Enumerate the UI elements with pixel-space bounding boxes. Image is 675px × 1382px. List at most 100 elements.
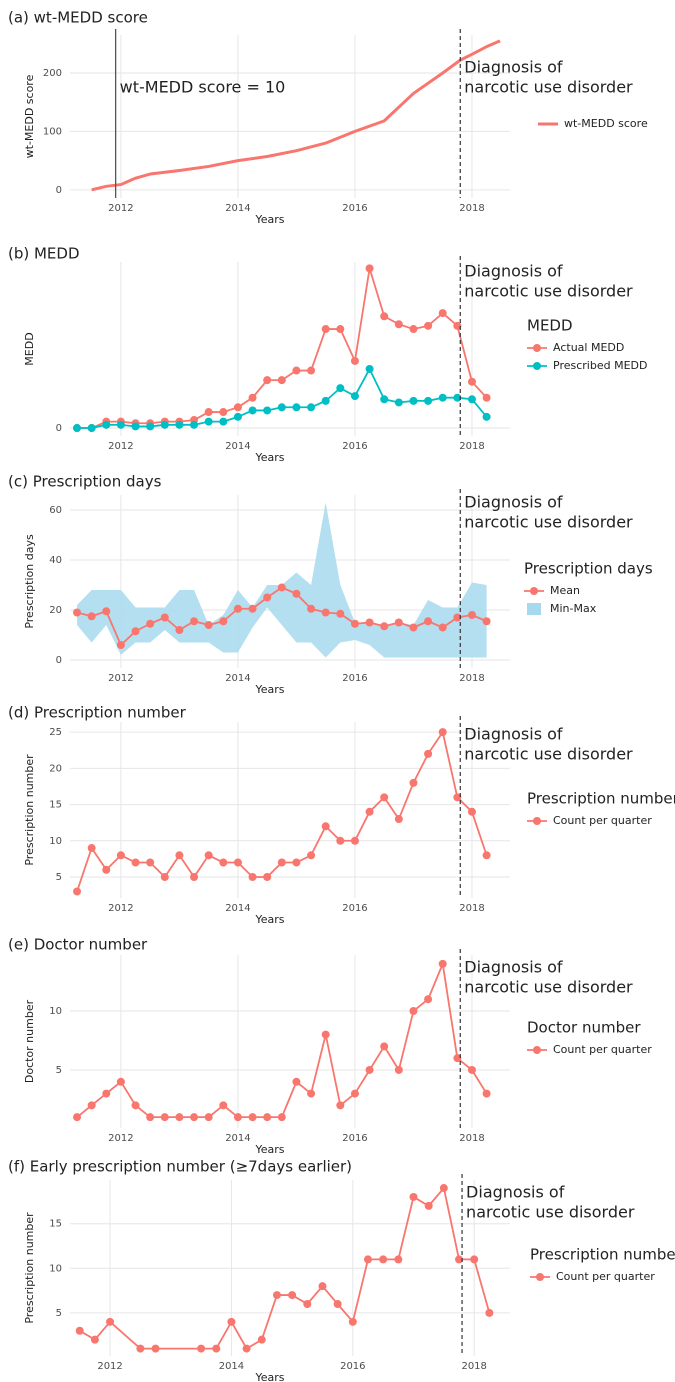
point bbox=[292, 403, 301, 412]
x-tick-label: 2018 bbox=[459, 441, 484, 452]
y-tick-label: 60 bbox=[49, 505, 62, 516]
y-tick-label: 15 bbox=[49, 1219, 62, 1230]
point bbox=[116, 851, 125, 860]
point bbox=[204, 621, 213, 629]
point bbox=[87, 1101, 96, 1110]
legend-label: Mean bbox=[550, 584, 580, 597]
legend-label: Count per quarter bbox=[553, 1043, 652, 1056]
point bbox=[453, 321, 462, 330]
point bbox=[438, 393, 447, 402]
legend-title: Prescription number bbox=[530, 1246, 675, 1264]
point bbox=[116, 420, 125, 429]
legend-swatch bbox=[533, 344, 541, 352]
point bbox=[131, 422, 140, 431]
point bbox=[424, 749, 433, 758]
x-tick-label: 2014 bbox=[225, 203, 250, 214]
annotation: Diagnosis of bbox=[464, 725, 563, 744]
point bbox=[394, 1255, 403, 1264]
y-tick-label: 10 bbox=[49, 1263, 62, 1274]
point bbox=[292, 1077, 301, 1086]
point bbox=[219, 417, 228, 426]
panel-title: (d) Prescription number bbox=[8, 704, 187, 722]
point bbox=[365, 618, 374, 627]
point bbox=[307, 366, 316, 375]
point bbox=[263, 872, 272, 881]
point bbox=[333, 1299, 342, 1308]
point bbox=[307, 1089, 316, 1098]
point bbox=[424, 396, 433, 405]
point bbox=[175, 851, 184, 860]
point bbox=[233, 403, 242, 412]
point bbox=[409, 396, 418, 405]
point bbox=[233, 604, 242, 613]
point bbox=[438, 728, 447, 737]
point bbox=[363, 1255, 372, 1264]
legend-swatch bbox=[533, 817, 541, 825]
point bbox=[151, 1344, 160, 1353]
point bbox=[453, 793, 462, 802]
point bbox=[409, 325, 418, 334]
x-tick-label: 2016 bbox=[342, 203, 367, 214]
x-tick-label: 2014 bbox=[225, 903, 250, 914]
y-tick-label: 200 bbox=[43, 68, 62, 79]
point bbox=[146, 422, 155, 431]
point bbox=[453, 1054, 462, 1063]
x-axis-label: Years bbox=[254, 913, 284, 926]
point bbox=[146, 619, 155, 628]
point bbox=[131, 627, 140, 636]
point bbox=[204, 851, 213, 860]
point bbox=[485, 1308, 494, 1317]
legend-swatch bbox=[536, 1273, 544, 1281]
point bbox=[394, 320, 403, 329]
point bbox=[219, 408, 228, 417]
point bbox=[438, 959, 447, 968]
annotation: Diagnosis of bbox=[466, 1183, 565, 1202]
x-tick-label: 2016 bbox=[342, 1133, 367, 1144]
point bbox=[90, 1335, 99, 1344]
y-tick-label: 15 bbox=[49, 800, 62, 811]
y-tick-label: 25 bbox=[49, 727, 62, 738]
point bbox=[439, 1184, 448, 1193]
point bbox=[292, 589, 301, 598]
point bbox=[307, 403, 316, 412]
point bbox=[336, 384, 345, 393]
point bbox=[160, 872, 169, 881]
x-axis-label: Years bbox=[254, 451, 284, 464]
annotation: Diagnosis of bbox=[464, 58, 563, 77]
point bbox=[175, 420, 184, 429]
point bbox=[394, 1065, 403, 1074]
x-tick-label: 2016 bbox=[342, 441, 367, 452]
point bbox=[409, 623, 418, 632]
point bbox=[336, 836, 345, 845]
x-axis-label: Years bbox=[254, 1371, 284, 1382]
point bbox=[350, 356, 359, 365]
point bbox=[175, 1113, 184, 1122]
point bbox=[365, 364, 374, 373]
legend-label: Count per quarter bbox=[556, 1270, 655, 1283]
x-tick-label: 2012 bbox=[108, 1133, 133, 1144]
x-axis-label: Years bbox=[254, 683, 284, 696]
y-tick-label: 5 bbox=[56, 1065, 62, 1076]
point bbox=[160, 420, 169, 429]
y-tick-label: 20 bbox=[49, 763, 62, 774]
point bbox=[470, 1255, 479, 1264]
point bbox=[292, 366, 301, 375]
point bbox=[248, 393, 257, 402]
x-tick-label: 2012 bbox=[97, 1361, 122, 1372]
legend-swatch bbox=[533, 1046, 541, 1054]
legend-title: MEDD bbox=[527, 317, 573, 335]
point bbox=[394, 815, 403, 824]
point bbox=[204, 408, 213, 417]
point bbox=[248, 406, 257, 415]
annotation: narcotic use disorder bbox=[464, 282, 633, 301]
x-tick-label: 2012 bbox=[108, 441, 133, 452]
point bbox=[482, 412, 491, 421]
point bbox=[233, 412, 242, 421]
point bbox=[102, 420, 111, 429]
point bbox=[263, 593, 272, 602]
point bbox=[263, 376, 272, 385]
panel-title: (f) Early prescription number (≥7days ea… bbox=[8, 1158, 352, 1176]
point bbox=[365, 807, 374, 816]
